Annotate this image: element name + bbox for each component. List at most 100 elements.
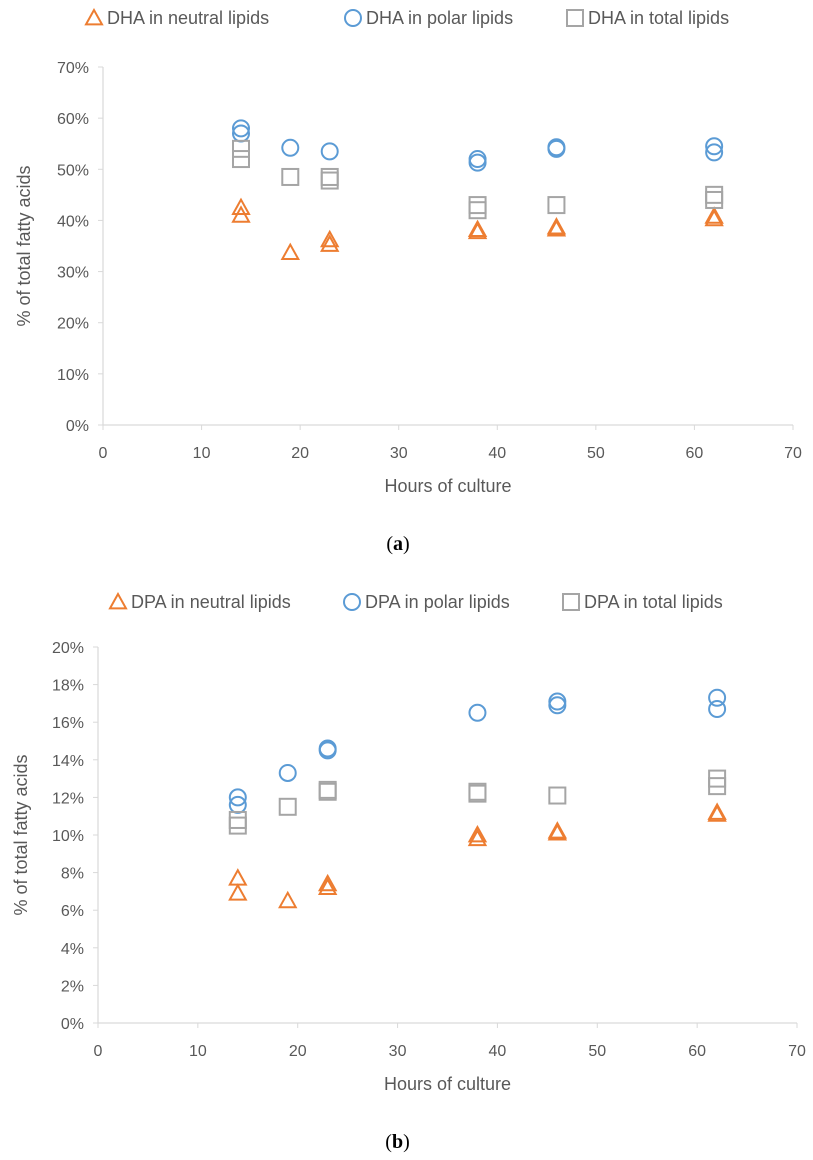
- legend-entry: DPA in total lipids: [562, 592, 723, 612]
- panel-label: (b): [385, 1131, 409, 1153]
- x-tick-label: 70: [784, 445, 802, 462]
- y-tick-label: 16%: [52, 715, 84, 732]
- data-point: [546, 217, 567, 235]
- x-axis-title: Hours of culture: [384, 1074, 511, 1094]
- data-point: [704, 208, 724, 227]
- x-tick-label: 10: [193, 445, 211, 462]
- legend-triangle-icon: [108, 591, 128, 610]
- data-point: [232, 119, 250, 138]
- series-triangle: [228, 802, 727, 909]
- data-point: [704, 206, 724, 224]
- x-tick-label: 40: [489, 1043, 507, 1060]
- chart-panel-a: 0% 10% 20% 30% 40% 50% 60% 70% 0 10 20 30 40 50 60 70 Ho…: [14, 7, 802, 555]
- legend-entry: DHA in neutral lipids: [84, 7, 269, 28]
- data-point: [548, 786, 567, 805]
- legend-label: DHA in total lipids: [588, 8, 729, 28]
- y-tick-label: 18%: [52, 678, 84, 695]
- data-point: [547, 138, 566, 157]
- data-point: [705, 143, 724, 162]
- y-tick-label: 0%: [61, 1016, 84, 1033]
- data-point: [467, 219, 488, 238]
- data-point: [707, 802, 727, 820]
- data-point: [708, 769, 727, 788]
- data-point: [320, 229, 340, 248]
- y-tick-label: 60%: [57, 111, 89, 128]
- x-tick-label: 60: [686, 445, 704, 462]
- data-point: [547, 196, 566, 215]
- y-tick-label: 30%: [57, 265, 89, 282]
- data-point: [468, 703, 487, 722]
- x-tick-label: 70: [788, 1043, 806, 1060]
- x-tick-label: 20: [289, 1043, 307, 1060]
- chart-panel-b: 0% 2% 4% 6% 8% 10% 12% 14% 16% 18% 20% 0 10 20 30 40 50 6…: [11, 591, 806, 1153]
- data-point: [548, 696, 567, 715]
- y-tick-label: 12%: [52, 790, 84, 807]
- legend-entry: DHA in polar lipids: [344, 8, 513, 28]
- x-tick-label: 20: [291, 445, 309, 462]
- series-square: [232, 139, 724, 220]
- x-tick-label: 40: [488, 445, 506, 462]
- series-circle: [232, 119, 724, 172]
- data-point: [228, 788, 247, 807]
- data-point: [278, 797, 297, 816]
- data-point: [317, 877, 338, 896]
- legend-label: DPA in neutral lipids: [131, 592, 291, 612]
- data-point: [320, 171, 339, 190]
- legend-square-icon: [566, 9, 584, 27]
- x-axis-title: Hours of culture: [384, 476, 511, 496]
- legend-entry: DPA in neutral lipids: [108, 591, 291, 612]
- y-tick-label: 20%: [57, 316, 89, 333]
- legend-square-icon: [562, 593, 580, 611]
- y-tick-label: 50%: [57, 162, 89, 179]
- y-tick-label: 40%: [57, 213, 89, 230]
- data-point: [468, 201, 487, 220]
- series-square: [228, 769, 727, 835]
- data-point: [468, 150, 487, 169]
- data-point: [228, 883, 248, 901]
- data-point: [281, 138, 300, 157]
- data-point: [547, 821, 568, 839]
- legend-entry: DPA in polar lipids: [343, 592, 510, 612]
- legend-circle-icon: [344, 9, 362, 27]
- series-circle: [228, 688, 727, 814]
- data-point: [318, 739, 337, 758]
- x-tick-label: 30: [389, 1043, 407, 1060]
- x-tick-label: 0: [94, 1043, 103, 1060]
- data-point: [231, 197, 251, 216]
- y-tick-label: 10%: [57, 367, 89, 384]
- series-triangle: [231, 197, 724, 261]
- x-tick-label: 50: [588, 1043, 606, 1060]
- data-point: [548, 692, 567, 711]
- data-point: [708, 688, 727, 707]
- data-point: [232, 150, 250, 169]
- y-tick-label: 70%: [57, 60, 89, 77]
- y-tick-label: 20%: [52, 640, 84, 657]
- data-point: [317, 873, 338, 892]
- x-tick-label: 30: [390, 445, 408, 462]
- x-tick-label: 60: [688, 1043, 706, 1060]
- data-point: [280, 242, 300, 261]
- y-axis-title: % of total fatty acids: [11, 754, 31, 915]
- legend-triangle-icon: [84, 7, 104, 26]
- data-point: [705, 137, 724, 156]
- data-point: [278, 890, 298, 909]
- data-point: [231, 205, 251, 223]
- y-tick-label: 0%: [66, 418, 89, 435]
- data-point: [320, 234, 340, 252]
- x-tick-label: 0: [99, 445, 108, 462]
- data-point: [467, 828, 488, 847]
- y-axis-title: % of total fatty acids: [14, 165, 34, 326]
- data-point: [278, 763, 297, 782]
- data-point: [320, 167, 339, 186]
- x-tick-label: 50: [587, 445, 605, 462]
- legend-label: DHA in polar lipids: [366, 8, 513, 28]
- data-point: [468, 196, 487, 215]
- y-tick-label: 8%: [61, 866, 84, 883]
- data-point: [232, 139, 250, 158]
- data-point: [228, 816, 247, 835]
- legend-label: DPA in total lipids: [584, 592, 723, 612]
- legend-label: DHA in neutral lipids: [107, 8, 269, 28]
- y-tick-label: 14%: [52, 753, 84, 770]
- panel-label: (a): [386, 533, 409, 555]
